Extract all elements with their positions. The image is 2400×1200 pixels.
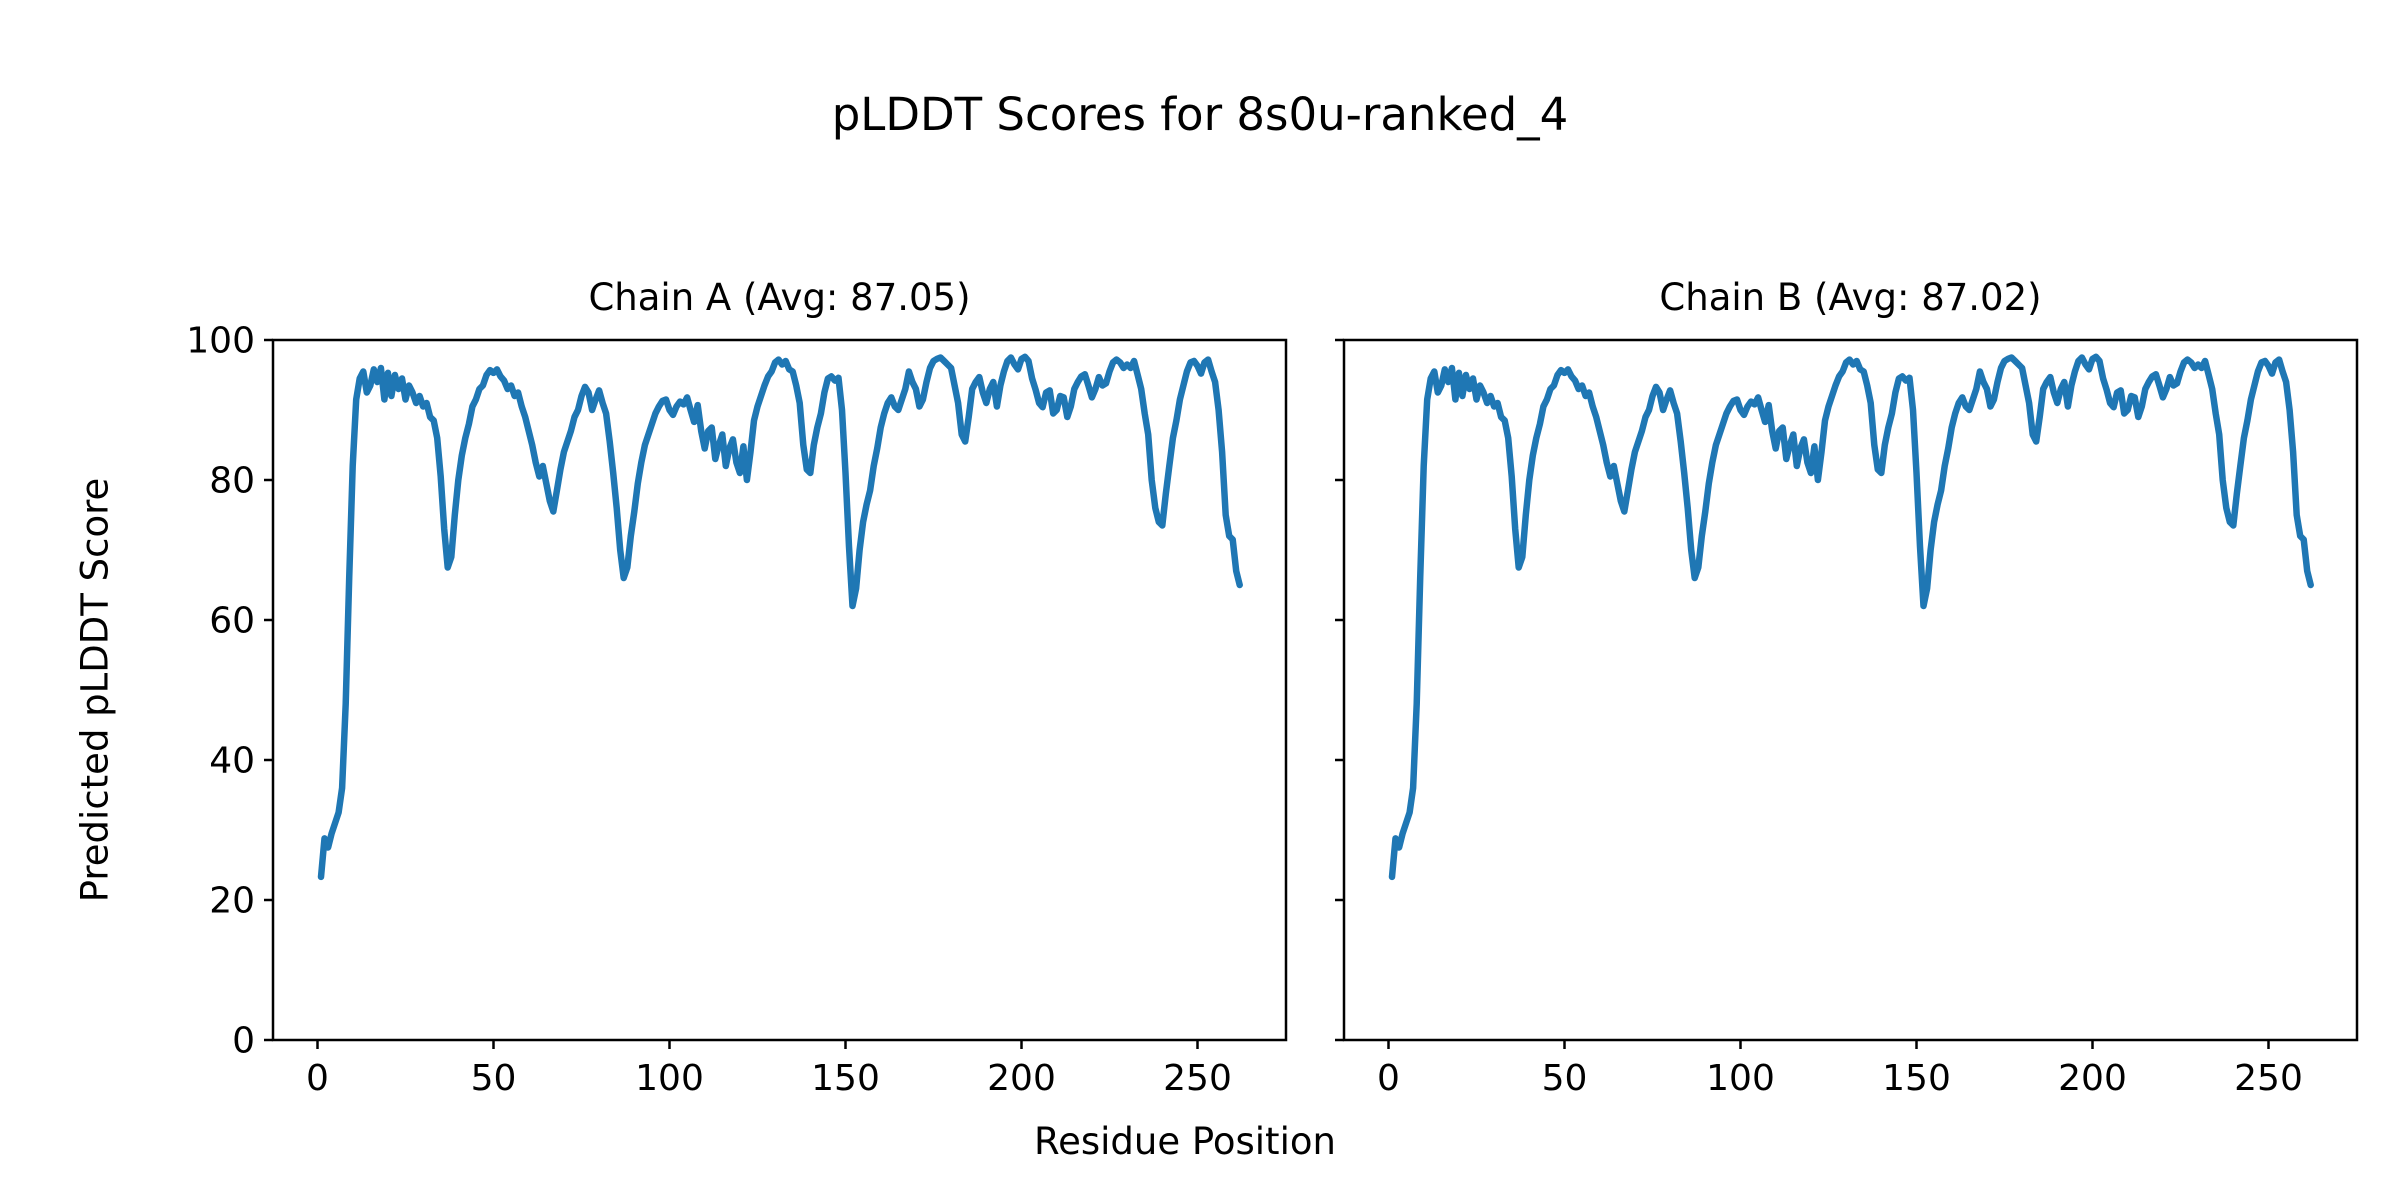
x-tick-label: 50: [471, 1058, 517, 1099]
x-tick-label: 150: [1882, 1058, 1951, 1099]
y-tick-label: 40: [209, 741, 255, 782]
subplot-title-chain-b: Chain B (Avg: 87.02): [1659, 276, 2042, 319]
y-tick-label: 60: [209, 601, 255, 642]
axes-spines-chain-b: [1342, 338, 2359, 1042]
x-tick-label: 250: [1163, 1058, 1232, 1099]
x-tick-label: 0: [1377, 1058, 1400, 1099]
x-tick-label: 200: [987, 1058, 1056, 1099]
x-tick-label: 50: [1542, 1058, 1588, 1099]
x-tick-label: 150: [811, 1058, 880, 1099]
x-tick-label: 100: [1706, 1058, 1775, 1099]
y-tick-label: 20: [209, 881, 255, 922]
x-tick-label: 100: [635, 1058, 704, 1099]
subplot-title-chain-a: Chain A (Avg: 87.05): [588, 276, 971, 319]
plddt-line-chain-b: [1388, 353, 2314, 881]
figure-title: pLDDT Scores for 8s0u-ranked_4: [831, 88, 1569, 141]
y-tick-label: 80: [209, 461, 255, 502]
plddt-line-chain-a: [317, 353, 1243, 881]
x-tick-label: 250: [2234, 1058, 2303, 1099]
x-axis-label: Residue Position: [1034, 1120, 1336, 1163]
x-tick-label: 0: [306, 1058, 329, 1099]
axes-spines-chain-a: [271, 338, 1288, 1042]
y-tick-label: 0: [232, 1021, 255, 1062]
x-tick-label: 200: [2058, 1058, 2127, 1099]
y-tick-label: 100: [186, 321, 255, 362]
